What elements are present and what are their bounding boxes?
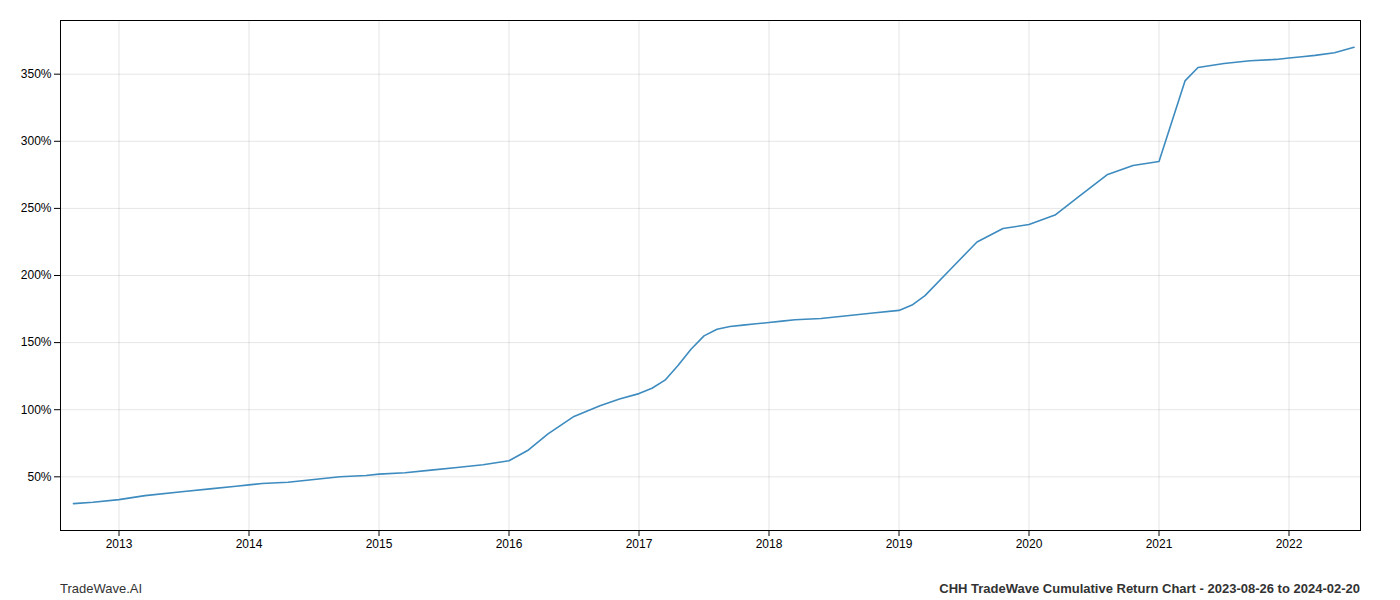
svg-text:2015: 2015: [366, 537, 393, 551]
svg-text:2014: 2014: [236, 537, 263, 551]
svg-text:350%: 350%: [21, 67, 52, 81]
svg-text:2019: 2019: [886, 537, 913, 551]
svg-text:2018: 2018: [756, 537, 783, 551]
svg-text:2017: 2017: [626, 537, 653, 551]
svg-text:2020: 2020: [1016, 537, 1043, 551]
svg-text:100%: 100%: [21, 403, 52, 417]
svg-text:150%: 150%: [21, 335, 52, 349]
svg-text:2022: 2022: [1276, 537, 1303, 551]
svg-text:300%: 300%: [21, 134, 52, 148]
svg-text:2016: 2016: [496, 537, 523, 551]
html-text:TradeWave.AI: TradeWave.AI: [60, 581, 143, 596]
svg-text:2013: 2013: [106, 537, 133, 551]
html-text:CHH TradeWave Cumulative Retur: CHH TradeWave Cumulative Return Chart - …: [939, 581, 1360, 596]
svg-text:250%: 250%: [21, 201, 52, 215]
svg-text:2021: 2021: [1146, 537, 1173, 551]
svg-text:200%: 200%: [21, 268, 52, 282]
svg-text:50%: 50%: [27, 470, 51, 484]
